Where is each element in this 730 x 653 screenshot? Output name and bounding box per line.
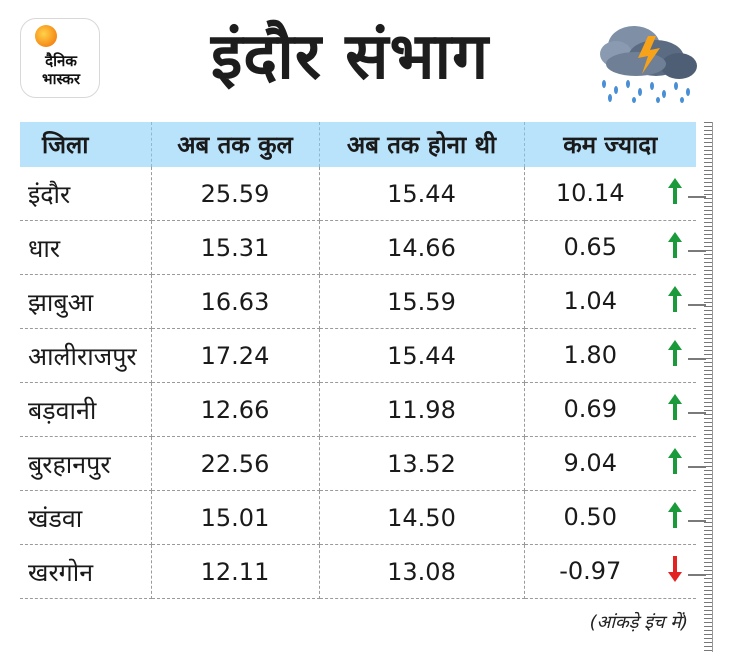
storm-cloud-rain-icon	[594, 14, 704, 104]
expected-rainfall: 13.08	[319, 544, 525, 599]
district-name: खंडवा	[20, 490, 152, 545]
arrow-up-icon	[665, 285, 685, 318]
total-rainfall: 22.56	[151, 436, 320, 491]
logo-line-1: दैनिक	[45, 52, 77, 70]
difference-cell: 0.69	[524, 382, 696, 437]
difference-value: 0.50	[563, 502, 617, 531]
arrow-up-icon	[665, 339, 685, 372]
sun-icon	[35, 25, 57, 47]
arrow-up-icon	[665, 231, 685, 264]
district-name: इंदौर	[20, 167, 152, 221]
difference-cell: 10.14	[524, 167, 696, 221]
arrow-down-icon	[665, 555, 685, 588]
table-row: खंडवा 15.01 14.50 0.50	[20, 490, 696, 545]
total-rainfall: 25.59	[151, 167, 320, 221]
table-row: इंदौर 25.59 15.44 10.14	[20, 167, 696, 221]
difference-cell: 0.50	[524, 490, 696, 545]
expected-rainfall: 15.59	[319, 274, 525, 329]
difference-value: 0.65	[563, 232, 617, 261]
difference-cell: 1.04	[524, 274, 696, 329]
table-row: खरगोन 12.11 13.08 -0.97	[20, 544, 696, 599]
header-district: जिला	[20, 122, 152, 167]
header-total: अब तक कुल	[151, 122, 320, 167]
difference-cell: 1.80	[524, 328, 696, 383]
district-name: बुरहानपुर	[20, 436, 152, 491]
ruler-tick	[688, 574, 706, 576]
table-row: आलीराजपुर 17.24 15.44 1.80	[20, 328, 696, 383]
difference-value: 10.14	[555, 178, 625, 207]
district-name: धार	[20, 220, 152, 275]
table-row: धार 15.31 14.66 0.65	[20, 220, 696, 275]
district-name: खरगोन	[20, 544, 152, 599]
total-rainfall: 16.63	[151, 274, 320, 329]
ruler-tick	[688, 412, 706, 414]
district-name: बड़वानी	[20, 382, 152, 437]
total-rainfall: 17.24	[151, 328, 320, 383]
page-title: इंदौर संभाग	[210, 20, 490, 94]
rainfall-table: जिला अब तक कुल अब तक होना थी कम ज्यादा इ…	[20, 122, 696, 599]
difference-cell: 0.65	[524, 220, 696, 275]
ruler-tick	[688, 196, 706, 198]
ruler-tick	[688, 466, 706, 468]
header-difference: कम ज्यादा	[524, 122, 696, 167]
footnote-units: (आंकड़े इंच में)	[589, 612, 688, 633]
ruler-decoration	[700, 122, 713, 652]
difference-value: 9.04	[563, 448, 617, 477]
ruler-tick	[688, 358, 706, 360]
difference-cell: 9.04	[524, 436, 696, 491]
ruler-tick	[688, 520, 706, 522]
total-rainfall: 12.66	[151, 382, 320, 437]
total-rainfall: 15.31	[151, 220, 320, 275]
arrow-up-icon	[665, 447, 685, 480]
total-rainfall: 15.01	[151, 490, 320, 545]
header-expected: अब तक होना थी	[319, 122, 525, 167]
table-row: झाबुआ 16.63 15.59 1.04	[20, 274, 696, 329]
expected-rainfall: 15.44	[319, 167, 525, 221]
district-name: आलीराजपुर	[20, 328, 152, 383]
ruler-tick	[688, 250, 706, 252]
table-row: बड़वानी 12.66 11.98 0.69	[20, 382, 696, 437]
difference-value: -0.97	[559, 556, 622, 585]
arrow-up-icon	[665, 177, 685, 210]
dainik-bhaskar-logo: दैनिक भास्कर	[20, 18, 100, 98]
difference-value: 1.04	[563, 286, 617, 315]
expected-rainfall: 11.98	[319, 382, 525, 437]
total-rainfall: 12.11	[151, 544, 320, 599]
arrow-up-icon	[665, 501, 685, 534]
table-row: बुरहानपुर 22.56 13.52 9.04	[20, 436, 696, 491]
expected-rainfall: 14.50	[319, 490, 525, 545]
district-name: झाबुआ	[20, 274, 152, 329]
logo-line-2: भास्कर	[42, 70, 80, 88]
expected-rainfall: 14.66	[319, 220, 525, 275]
expected-rainfall: 13.52	[319, 436, 525, 491]
arrow-up-icon	[665, 393, 685, 426]
difference-cell: -0.97	[524, 544, 696, 599]
difference-value: 0.69	[563, 394, 617, 423]
ruler-tick	[688, 304, 706, 306]
difference-value: 1.80	[563, 340, 617, 369]
table-header-row: जिला अब तक कुल अब तक होना थी कम ज्यादा	[20, 122, 696, 167]
expected-rainfall: 15.44	[319, 328, 525, 383]
